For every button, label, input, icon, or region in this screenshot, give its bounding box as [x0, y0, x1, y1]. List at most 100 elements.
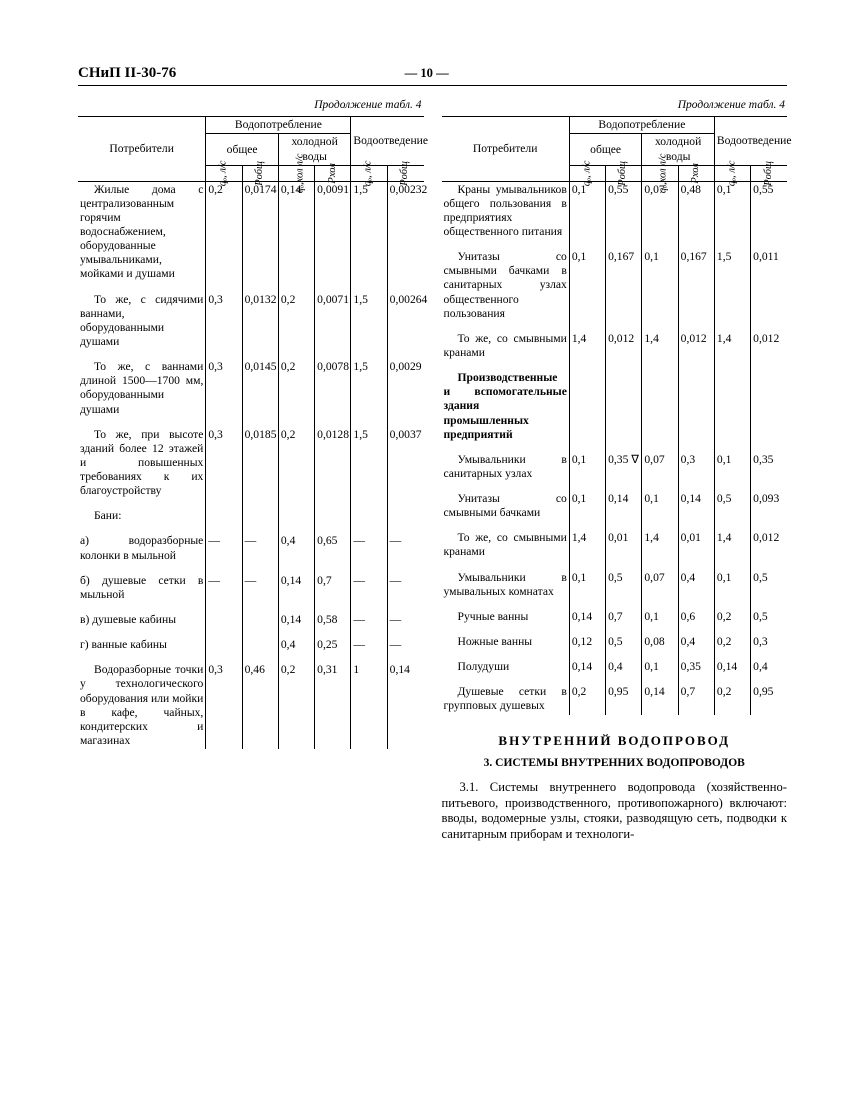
table-row: Производственные и вспомогательные здани… [442, 361, 788, 443]
cell: 0,012 [751, 322, 787, 361]
row-desc: Ножные ванны [442, 625, 570, 650]
cell: 0,0174 [242, 181, 278, 282]
cell: 0,58 [315, 603, 351, 628]
th-c5: qₒ, л/с [714, 165, 750, 181]
cell: 0,5 [606, 561, 642, 600]
table-row: Ручные ванны0,140,70,10,60,20,5 [442, 600, 788, 625]
cell: 0,3 [206, 418, 242, 500]
cell: 0,2 [714, 625, 750, 650]
cell: 0,12 [569, 625, 605, 650]
cell: 0,00232 [387, 181, 423, 282]
cell: 0,14 [569, 650, 605, 675]
cell [387, 499, 423, 524]
cell: 0,2 [278, 653, 314, 749]
cell [751, 361, 787, 443]
cell [206, 499, 242, 524]
cell: 0,012 [751, 521, 787, 560]
row-desc: Унитазы со смывными бачками в санитарных… [442, 240, 570, 322]
th-consumers: Потребители [78, 117, 206, 181]
cell: 1,4 [569, 521, 605, 560]
table-row: То же, с сидячими ваннами, оборудованным… [78, 283, 424, 351]
cell: 0,1 [569, 181, 605, 240]
th-cold: холодной воды [278, 134, 351, 165]
page-number: — 10 — [405, 66, 449, 81]
cell: 0,4 [606, 650, 642, 675]
cell: 0,1 [714, 561, 750, 600]
cell: 0,2 [714, 675, 750, 714]
cell: 0,55 [606, 181, 642, 240]
cell: 0,95 [751, 675, 787, 714]
table-4-right: Потребители Водопотребление Водоотведени… [442, 116, 788, 714]
cell: 0,3 [206, 283, 242, 351]
row-desc: Краны умывальников общего пользования в … [442, 181, 570, 240]
table-row: Унитазы со смывными бачками0,10,140,10,1… [442, 482, 788, 521]
th-consumption: Водопотребление [569, 117, 714, 134]
cell: 0,167 [678, 240, 714, 322]
table-row: Унитазы со смывными бачками в санитарных… [442, 240, 788, 322]
cell: 0,01 [606, 521, 642, 560]
cell: 0,0128 [315, 418, 351, 500]
cell: 0,1 [569, 443, 605, 482]
cell: — [351, 628, 387, 653]
cell: 0,1 [642, 600, 678, 625]
cell: 0,3 [751, 625, 787, 650]
cell: — [206, 564, 242, 603]
cell: 0,7 [315, 564, 351, 603]
cell [278, 499, 314, 524]
row-desc: Бани: [78, 499, 206, 524]
cell: 0,0071 [315, 283, 351, 351]
cell: 1,4 [642, 521, 678, 560]
cell: 0,14 [606, 482, 642, 521]
cell: — [387, 603, 423, 628]
row-desc: То же, при высоте зданий более 12 этажей… [78, 418, 206, 500]
cell: 0,0185 [242, 418, 278, 500]
cell: 0,14 [569, 600, 605, 625]
cell: 0,3 [206, 653, 242, 749]
cell: 0,011 [751, 240, 787, 322]
table-row: То же, с ваннами длиной 1500—1700 мм, об… [78, 350, 424, 418]
th-c4: Pхол [678, 165, 714, 181]
cell: 0,6 [678, 600, 714, 625]
cell: 0,3 [678, 443, 714, 482]
cell: 0,08 [642, 625, 678, 650]
cell: 0,00264 [387, 283, 423, 351]
row-desc: Водоразборные точки у технологического о… [78, 653, 206, 749]
row-desc: а) водоразборные колонки в мыльной [78, 524, 206, 563]
row-desc: То же, со смывными кранами [442, 322, 570, 361]
th-cold: холодной воды [642, 134, 715, 165]
continuation-label-left: Продолжение табл. 4 [78, 98, 422, 112]
cell: 0,5 [606, 625, 642, 650]
cell: 0,14 [642, 675, 678, 714]
table-row: Умывальники в умывальных комнатах0,10,50… [442, 561, 788, 600]
table-row: б) душевые сетки в мыльной——0,140,7—— [78, 564, 424, 603]
cell: 1,5 [714, 240, 750, 322]
th-c2: Pобщ [242, 165, 278, 181]
section-subheading: 3. СИСТЕМЫ ВНУТРЕННИХ ВОДОПРОВОДОВ [442, 756, 788, 770]
cell: 0,5 [751, 561, 787, 600]
cell: 0,2 [569, 675, 605, 714]
cell: 0,3 [206, 350, 242, 418]
cell: 0,2 [278, 283, 314, 351]
cell: 0,5 [714, 482, 750, 521]
cell: 0,0091 [315, 181, 351, 282]
cell: 0,4 [751, 650, 787, 675]
cell: 0,35 [678, 650, 714, 675]
cell: — [387, 524, 423, 563]
row-desc: Производственные и вспомогательные здани… [442, 361, 570, 443]
row-desc: Умывальники в умывальных комнатах [442, 561, 570, 600]
cell [206, 628, 242, 653]
section-heading: ВНУТРЕННИЙ ВОДОПРОВОД [442, 733, 788, 749]
cell [206, 603, 242, 628]
table-row: Ножные ванны0,120,50,080,40,20,3 [442, 625, 788, 650]
cell [242, 499, 278, 524]
continuation-label-right: Продолжение табл. 4 [442, 98, 786, 112]
cell: — [387, 564, 423, 603]
cell: 0,7 [606, 600, 642, 625]
row-desc: Душевые сетки в групповых душевых [442, 675, 570, 714]
cell: 0,0029 [387, 350, 423, 418]
cell: 0,1 [642, 240, 678, 322]
cell: 0,48 [678, 181, 714, 240]
table-row: То же, со смывными кранами1,40,0121,40,0… [442, 322, 788, 361]
cell: 1,4 [642, 322, 678, 361]
row-desc: Ручные ванны [442, 600, 570, 625]
